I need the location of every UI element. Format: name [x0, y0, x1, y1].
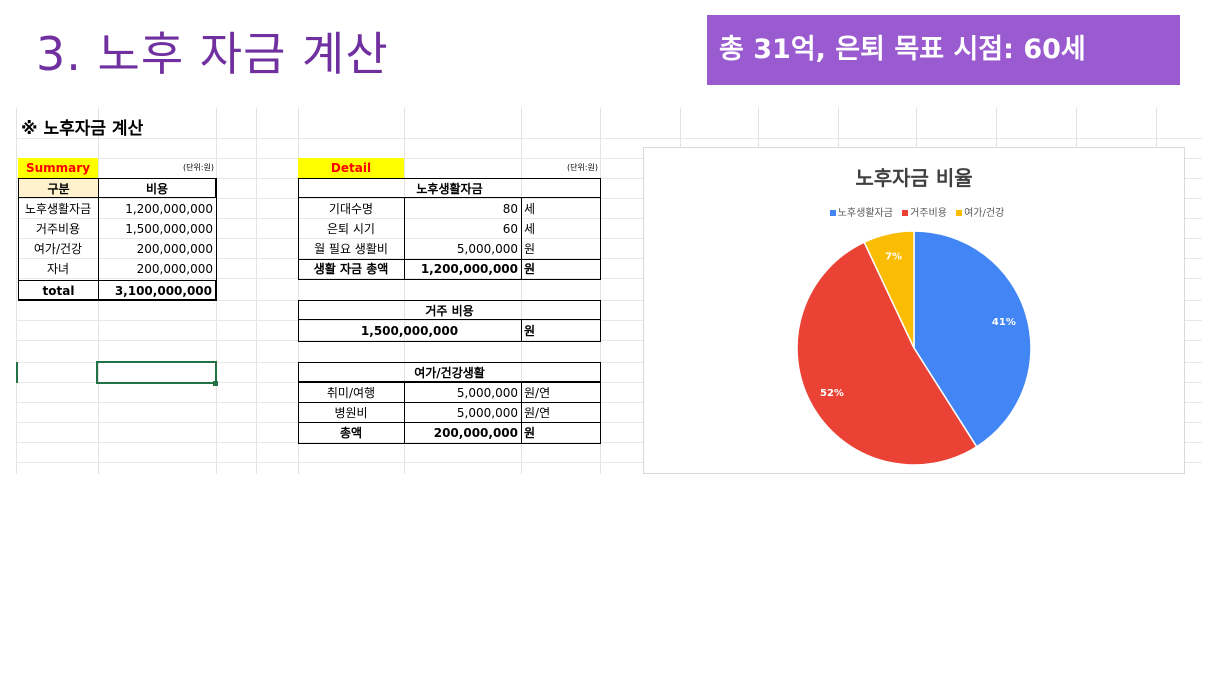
summary-row-value: 1,200,000,000 — [125, 202, 213, 216]
summary-row-name: 여가/건강 — [33, 242, 83, 256]
leisure-row-unit: 원/연 — [524, 406, 551, 420]
summary-label: Summary — [18, 158, 98, 178]
chart-title: 노후자금 비율 — [855, 166, 973, 190]
chart-legend: 노후생활자금 거주비용 여가/건강 — [644, 204, 1184, 219]
legend-swatch — [902, 209, 909, 216]
leisure-row-name: 병원비 — [334, 406, 368, 420]
summary-row-name: 거주비용 — [35, 222, 81, 236]
leisure-row-name: 총액 — [339, 426, 363, 440]
living-row-name: 월 필요 생활비 — [314, 242, 388, 256]
legend-label: 여가/건강 — [964, 208, 1005, 219]
leisure-title: 여가/건강생활 — [298, 362, 601, 382]
housing-value: 1,500,000,000 — [360, 324, 459, 338]
leisure-row-value: 5,000,000 — [456, 386, 518, 400]
living-row-unit: 원 — [524, 242, 536, 256]
leisure-row-value: 200,000,000 — [433, 426, 518, 440]
living-title: 노후생활자금 — [298, 178, 601, 198]
summary-row-value: 1,500,000,000 — [125, 222, 213, 236]
leisure-row-name: 취미/여행 — [326, 386, 376, 400]
selected-cell[interactable] — [96, 361, 217, 384]
living-row-unit: 세 — [524, 202, 536, 216]
living-row-value: 1,200,000,000 — [420, 262, 518, 276]
living-row-unit: 세 — [524, 222, 536, 236]
living-row-value: 5,000,000 — [456, 242, 518, 256]
living-row-value: 60 — [502, 222, 518, 236]
legend-label: 노후생활자금 — [837, 208, 893, 219]
summary-total-label: total — [18, 280, 99, 300]
living-row-name: 은퇴 시기 — [327, 222, 375, 236]
legend-swatch — [956, 209, 963, 216]
leisure-row-unit: 원/연 — [524, 386, 551, 400]
leisure-row-value: 5,000,000 — [456, 406, 518, 420]
housing-title: 거주 비용 — [298, 300, 601, 320]
summary-banner: 총 31억, 은퇴 목표 시점: 60세 — [707, 15, 1180, 85]
slide-title: 3. 노후 자금 계산 — [36, 27, 389, 81]
pie-chart[interactable]: 노후자금 비율 노후생활자금 거주비용 여가/건강 41% 52% 7% — [643, 147, 1185, 474]
summary-row-value: 200,000,000 — [136, 262, 213, 276]
slice-leisure[interactable] — [863, 230, 915, 349]
summary-row-name: 자녀 — [46, 262, 70, 276]
legend-label: 거주비용 — [910, 208, 947, 219]
summary-header-cost: 비용 — [98, 178, 216, 198]
living-row-value: 80 — [502, 202, 518, 216]
living-row-name: 기대수명 — [328, 202, 374, 216]
summary-unit: (단위:원) — [182, 163, 214, 172]
living-row-name: 생활 자금 총액 — [313, 262, 389, 276]
summary-header-category: 구분 — [18, 178, 99, 198]
detail-label: Detail — [298, 158, 404, 178]
legend-swatch — [829, 209, 836, 216]
summary-total-value: 3,100,000,000 — [98, 280, 216, 300]
spreadsheet-area: ※ 노후자금 계산 Summary (단위:원) 구분 비용 노후생활자금 1,… — [16, 108, 1202, 474]
sheet-heading: ※ 노후자금 계산 — [21, 119, 144, 139]
living-row-unit: 원 — [524, 262, 536, 276]
slice-data-label: 41% — [992, 317, 1016, 328]
summary-row-name: 노후생활자금 — [24, 202, 92, 216]
summary-row-value: 200,000,000 — [136, 242, 213, 256]
leisure-row-unit: 원 — [524, 426, 536, 440]
fill-handle[interactable] — [213, 381, 218, 386]
detail-unit: (단위:원) — [566, 163, 598, 172]
slice-housing[interactable] — [796, 241, 978, 466]
pie-svg: 41% 52% 7% — [796, 230, 1032, 466]
housing-unit: 원 — [524, 324, 536, 338]
slice-data-label: 52% — [820, 388, 844, 399]
slice-data-label: 7% — [885, 252, 902, 263]
